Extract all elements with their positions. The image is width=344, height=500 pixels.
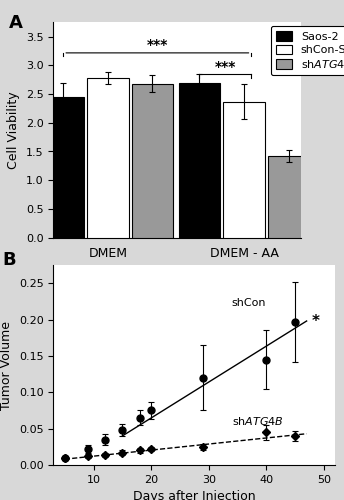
- Bar: [43, 97, 84, 238]
- Text: ***: ***: [215, 60, 236, 74]
- Legend: Saos-2, shCon-Saos-2, sh$\it{ATG4B}$-Saos-2: Saos-2, shCon-Saos-2, sh$\it{ATG4B}$-Sao…: [271, 26, 344, 76]
- Y-axis label: Cell Viability: Cell Viability: [7, 91, 20, 169]
- Text: ***: ***: [147, 38, 168, 52]
- Text: shCon: shCon: [232, 298, 266, 308]
- Text: sh$\it{ATG4B}$: sh$\it{ATG4B}$: [232, 415, 284, 427]
- Y-axis label: Tumor Volume: Tumor Volume: [0, 320, 13, 410]
- Text: A: A: [9, 14, 23, 32]
- Bar: [223, 102, 265, 237]
- Bar: [87, 78, 129, 237]
- Bar: [179, 82, 220, 237]
- X-axis label: Days after Injection: Days after Injection: [133, 490, 256, 500]
- Bar: [132, 84, 173, 237]
- Text: B: B: [2, 251, 16, 269]
- Bar: [268, 156, 309, 238]
- Text: *: *: [311, 314, 319, 329]
